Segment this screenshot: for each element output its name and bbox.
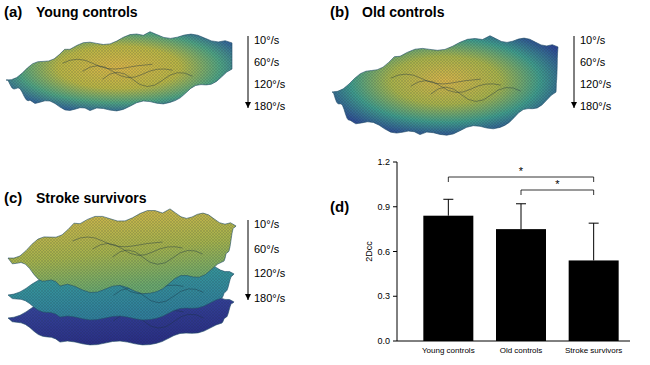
speed-label: 120°/s [254, 78, 286, 90]
speed-label: 120°/s [580, 78, 612, 90]
error-bar [443, 199, 453, 215]
panel-title: Stroke survivors [36, 190, 147, 206]
y-tick [393, 341, 397, 342]
speed-arrowhead [571, 102, 577, 108]
y-tick-label: 0.9 [377, 202, 390, 212]
speed-label: 60°/s [254, 56, 280, 68]
speed-label: 180°/s [254, 100, 286, 112]
speed-label: 60°/s [580, 56, 606, 68]
surface-contour [73, 237, 163, 247]
bar [496, 229, 546, 341]
y-tick-label: 0.6 [377, 247, 390, 257]
significance-label: * [519, 165, 524, 177]
y-tick [393, 251, 397, 252]
x-tick-label: Young controls [422, 346, 475, 355]
surface [6, 32, 232, 111]
y-tick-label: 1.2 [377, 157, 390, 167]
error-bar [516, 204, 526, 229]
speed-label: 120°/s [254, 267, 286, 279]
speed-arrow [248, 220, 249, 300]
error-stem [448, 199, 449, 215]
y-tick [393, 296, 397, 297]
speed-label: 180°/s [254, 292, 286, 304]
surface-mesh [6, 32, 232, 111]
speed-arrowhead [245, 294, 251, 300]
y-axis-label: 2Dcc [364, 241, 374, 262]
panel-letter: (d) [330, 198, 349, 215]
surface [8, 209, 236, 294]
surface-contour [63, 59, 153, 69]
panel-d: (d) 0.0 0.3 0.6 0.9 1.2 2Dcc Young controls Old … [330, 157, 630, 355]
bar [423, 216, 473, 341]
panel-title: Young controls [36, 4, 138, 20]
bracket-line [448, 177, 593, 182]
y-tick-label: 0.0 [377, 336, 390, 346]
bars [423, 199, 618, 341]
speed-label: 60°/s [254, 243, 280, 255]
bar [569, 260, 619, 341]
speed-label: 180°/s [580, 100, 612, 112]
speed-arrow [248, 36, 249, 108]
panel-letter: (b) [330, 3, 349, 20]
error-cap [516, 203, 526, 204]
y-tick [393, 162, 397, 163]
surface [332, 36, 558, 136]
x-tick-label: Stroke survivors [565, 346, 622, 355]
figure: (a)Young controls10°/s60°/s120°/s180°/s(… [0, 0, 650, 365]
panel-title: Old controls [362, 4, 445, 20]
speed-arrow [574, 36, 575, 108]
speed-label: 10°/s [254, 218, 280, 230]
surface-contour [391, 74, 481, 84]
significance-label: * [555, 178, 560, 190]
panel-letter: (c) [4, 189, 22, 206]
error-cap [589, 223, 599, 224]
speed-arrowhead [245, 102, 251, 108]
panel-c: (c) Stroke survivors 10°/s 60°/s 120°/s 180°/… [4, 189, 286, 345]
error-stem [521, 204, 522, 229]
error-stem [593, 223, 594, 260]
surface-contour [103, 72, 193, 86]
error-cap [443, 199, 453, 200]
panel-letter: (a) [4, 3, 22, 20]
error-bar [589, 223, 599, 260]
significance-bracket: * [521, 178, 594, 195]
surface-mesh [332, 36, 558, 136]
surface-contour [431, 87, 521, 101]
surface-mesh [8, 209, 236, 294]
bracket-line [521, 190, 594, 195]
y-tick-label: 0.3 [377, 291, 390, 301]
speed-label: 10°/s [580, 34, 606, 46]
significance-bracket: * [448, 165, 593, 182]
panel-b: (b) Old controls 10°/s 60°/s 120°/s 180°/s [330, 3, 612, 135]
x-tick-label: Old controls [500, 346, 543, 355]
panel-a: (a) Young controls 10°/s 60°/s 120°/s 180°/s [4, 3, 286, 112]
speed-label: 10°/s [254, 34, 280, 46]
y-tick [393, 206, 397, 207]
surface-contour [113, 250, 203, 264]
